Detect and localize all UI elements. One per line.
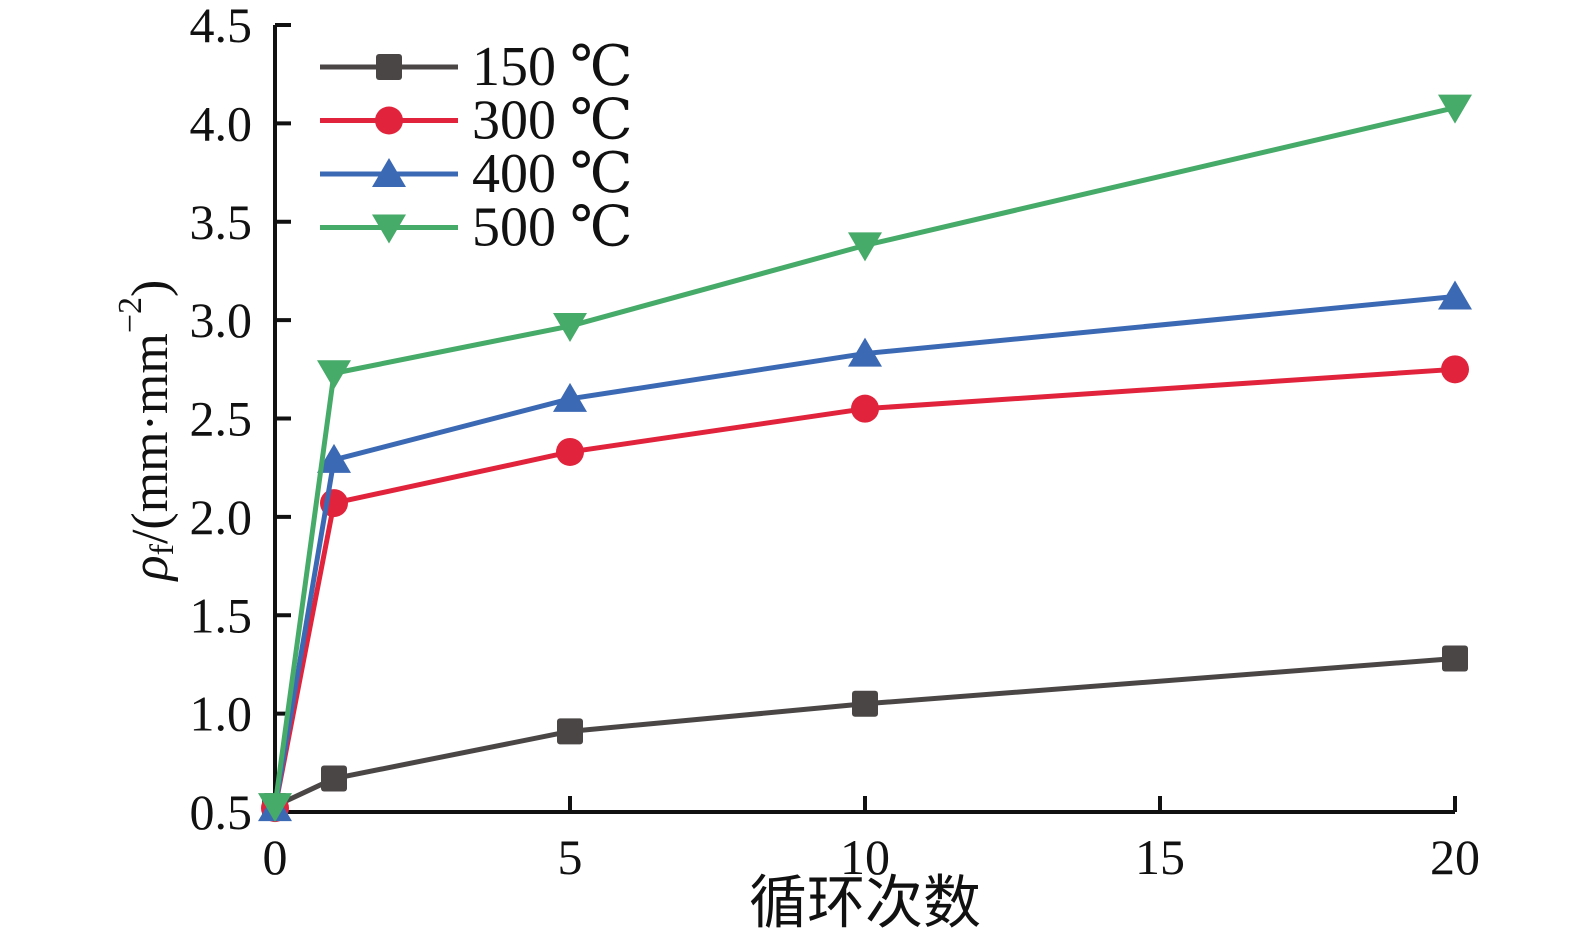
series-marker (556, 437, 584, 466)
y-tick-label-4: 2.5 (190, 391, 253, 447)
x-tick-label-2: 10 (840, 829, 890, 885)
series-marker (317, 443, 351, 473)
y-axis-title-superscript: −2 (112, 297, 149, 333)
x-tick-label-3: 15 (1135, 829, 1185, 885)
legend-marker-circle-icon (375, 106, 403, 135)
legend-marker-triangle-up-icon (372, 158, 406, 187)
y-axis-title-symbol: ρ (122, 555, 179, 582)
y-tick-label-1: 1.0 (190, 686, 253, 742)
series-marker (1441, 355, 1469, 384)
series-300℃ (261, 355, 1469, 823)
y-axis-title-subscript: f (144, 543, 181, 555)
series-marker (317, 360, 351, 390)
series-marker (1438, 280, 1472, 310)
legend-label: 400 ℃ (472, 143, 633, 205)
legend-marker-triangle-down-icon (372, 214, 406, 244)
series-marker (848, 232, 882, 262)
legend-marker-square-icon (376, 54, 402, 80)
series-marker (258, 793, 292, 823)
y-tick-label-2: 1.5 (190, 587, 253, 643)
series-line (272, 366, 1456, 809)
series-400℃ (258, 280, 1472, 822)
x-axis-title: 循环次数 (749, 871, 981, 936)
series-marker (1438, 94, 1472, 124)
y-tick-label-3: 2.0 (190, 489, 253, 545)
x-tick-label-4: 20 (1430, 829, 1480, 885)
series-marker (553, 382, 587, 412)
series-marker (851, 394, 879, 423)
series-marker (852, 690, 878, 717)
y-tick-label-5: 3.0 (190, 292, 253, 348)
legend-item-500℃: 500 ℃ (320, 197, 633, 259)
series-marker (848, 337, 882, 367)
legend-item-150℃: 150 ℃ (320, 36, 633, 98)
y-tick-label-8: 4.5 (190, 0, 253, 53)
legend-item-300℃: 300 ℃ (320, 90, 633, 152)
legend-item-400℃: 400 ℃ (320, 143, 633, 205)
y-tick-label-6: 3.5 (190, 194, 253, 250)
series-marker (557, 718, 583, 745)
series-150℃ (262, 645, 1468, 820)
y-axis-title-unit: /(mm·mm (122, 333, 179, 544)
y-tick-label-0: 0.5 (190, 784, 253, 840)
legend-label: 150 ℃ (472, 36, 633, 98)
legend-label: 500 ℃ (472, 197, 633, 259)
series-marker (1442, 645, 1468, 672)
series-marker (553, 313, 587, 343)
series-line (272, 294, 1456, 809)
series-line (273, 656, 1456, 809)
y-axis-title-close: ) (122, 280, 179, 297)
x-tick-label-1: 5 (558, 829, 583, 885)
y-tick-label-7: 4.0 (190, 95, 253, 151)
series-marker (321, 765, 347, 792)
y-axis-title: ρf/(mm·mm−2) (112, 280, 181, 583)
x-tick-label-0: 0 (263, 829, 288, 885)
series-500℃ (258, 94, 1472, 823)
legend-label: 300 ℃ (472, 90, 633, 152)
